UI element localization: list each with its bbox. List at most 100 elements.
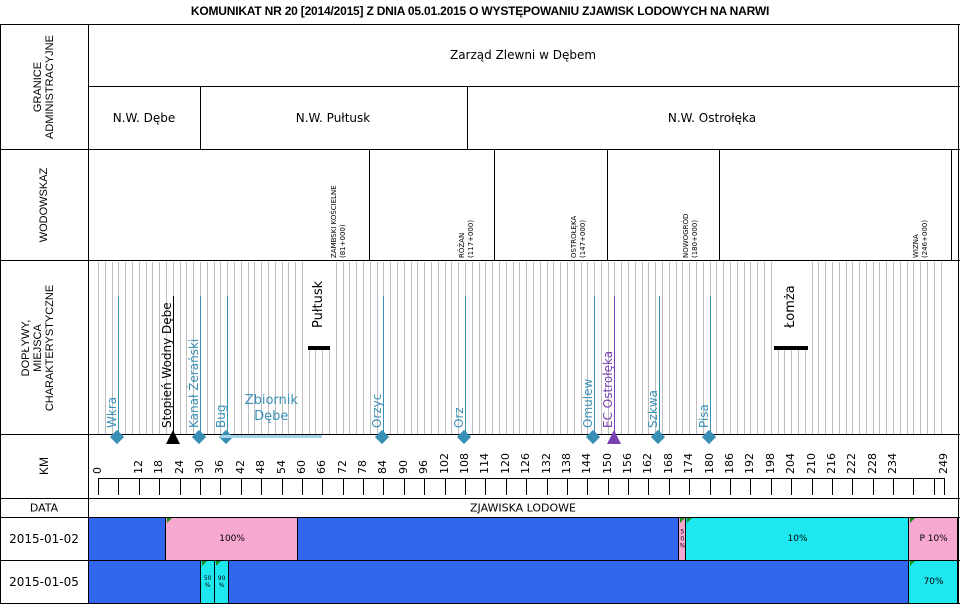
grid-line: [138, 262, 140, 434]
grid-line: [553, 262, 555, 434]
km-tick: [342, 478, 344, 495]
ice-segment: [89, 561, 201, 603]
gauge-divider: [951, 149, 952, 260]
ice-start-flag-icon: [910, 518, 916, 523]
grid-line: [621, 262, 623, 434]
km-tick: [464, 478, 466, 495]
grid-line: [825, 262, 827, 434]
grid-line: [865, 262, 867, 434]
grid-line: [206, 262, 208, 434]
grid-line: [655, 262, 657, 434]
gauge-row-top: [0, 149, 960, 150]
grid-line: [403, 262, 405, 434]
grid-line: [356, 262, 358, 434]
ice-date-1: 2015-01-02: [9, 532, 79, 546]
km-tick: [668, 478, 670, 495]
grid-line: [831, 262, 833, 434]
grid-line: [872, 262, 874, 434]
grid-line: [927, 262, 928, 434]
grid-line: [818, 262, 820, 434]
grid-line: [920, 262, 922, 434]
grid-line: [125, 262, 127, 434]
grid-line: [485, 262, 487, 434]
grid-line: [274, 262, 276, 434]
km-axis-line: [98, 478, 944, 479]
grid-line: [166, 262, 167, 434]
grid-line: [220, 262, 222, 434]
ice-segment: [228, 561, 910, 603]
km-tick: [770, 478, 772, 495]
reservoir-label: Zbiornik Dębe: [231, 393, 311, 425]
town-bar: [307, 346, 330, 350]
km-tick: [261, 478, 263, 495]
feature-stem: [709, 296, 711, 436]
ice-segment-label: 100%: [219, 534, 245, 544]
reservoir-label-line: Zbiornik: [244, 393, 298, 408]
admin-unit-divider: [200, 86, 201, 149]
km-tick: [607, 478, 609, 495]
gauge-divider: [494, 149, 495, 260]
ice-segment: [214, 561, 229, 603]
km-tick: [403, 478, 405, 495]
ice-segment: [165, 518, 299, 560]
grid-line: [519, 262, 521, 434]
grid-line: [906, 262, 908, 434]
grid-line: [532, 262, 534, 434]
grid-line: [431, 262, 432, 434]
km-tick: [791, 478, 793, 495]
grid-line: [104, 262, 106, 434]
grid-line: [628, 262, 629, 434]
grid-line: [933, 262, 935, 434]
gauge-divider: [719, 149, 720, 260]
grid-line: [342, 262, 344, 434]
grid-line: [668, 262, 670, 434]
km-tick: [118, 478, 120, 495]
gauge-divider: [369, 149, 370, 260]
grid-line: [233, 262, 235, 434]
ice-segment: [678, 518, 686, 560]
km-tick: [138, 478, 140, 495]
grid-line: [471, 262, 473, 434]
admin-divider: [88, 86, 960, 87]
grid-line: [478, 262, 480, 434]
grid-line: [295, 262, 297, 434]
grid-line: [852, 262, 854, 434]
km-tick: [648, 478, 650, 495]
grid-line: [145, 262, 147, 434]
grid-line: [261, 262, 263, 434]
grid-line: [886, 262, 888, 434]
grid-line: [369, 262, 371, 434]
ice-start-flag-icon: [686, 518, 692, 523]
ice-start-flag-icon: [201, 561, 207, 566]
ice-row1-top: [0, 517, 960, 518]
km-tick: [566, 478, 568, 495]
km-tick: [98, 478, 99, 495]
km-tick: [872, 478, 874, 495]
grid-line: [301, 262, 303, 434]
ice-segment-label: 70%: [923, 577, 944, 587]
grid-line: [682, 262, 684, 434]
feature-stem: [658, 296, 660, 436]
admin-unit-divider: [467, 86, 468, 149]
grid-line: [702, 262, 704, 434]
grid-line: [811, 262, 813, 434]
grid-line: [879, 262, 881, 434]
grid-line: [675, 262, 677, 434]
km-tick: [811, 478, 813, 495]
km-tick: [689, 478, 691, 495]
gauge-divider: [607, 149, 608, 260]
ice-segment: [685, 518, 910, 560]
grid-line: [587, 262, 589, 434]
grid-line: [193, 262, 195, 434]
feature-stem: [199, 296, 201, 436]
grid-line: [743, 262, 745, 434]
km-tick: [730, 478, 731, 495]
admin-top-unit: Zarząd Zlewni w Dębem: [449, 48, 597, 62]
grid-line: [859, 262, 861, 434]
grid-line: [512, 262, 514, 434]
grid-line: [845, 262, 847, 434]
km-tick: [913, 478, 915, 495]
km-tick: [424, 478, 426, 495]
